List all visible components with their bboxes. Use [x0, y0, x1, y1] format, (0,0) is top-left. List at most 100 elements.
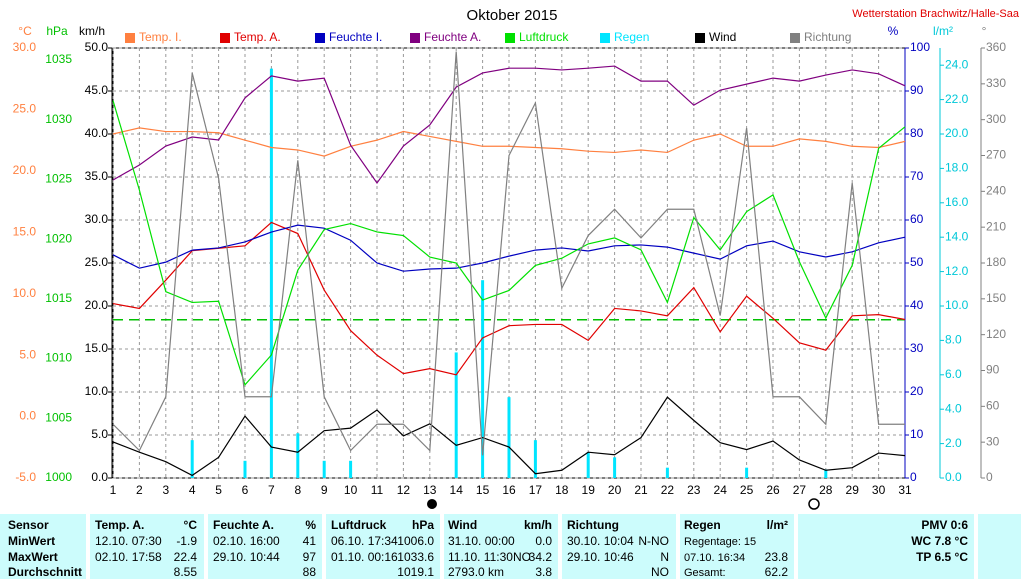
y-tick-label: 1000 [45, 470, 72, 484]
y-tick-label: 10.0 [85, 384, 109, 398]
table-header: l/m² [767, 518, 788, 532]
legend-swatch [505, 33, 515, 43]
y-tick-label: 15.0 [85, 341, 109, 355]
y-tick-label: 35.0 [85, 169, 109, 183]
table-cell: 1019.1 [397, 565, 434, 579]
x-tick-label: 12 [397, 483, 411, 497]
table-cell: 8.55 [174, 565, 198, 579]
rain-bar [269, 68, 273, 478]
table-cell: 02.10. 16:00 [213, 534, 280, 548]
x-tick-label: 19 [582, 483, 596, 497]
x-tick-label: 2 [136, 483, 143, 497]
rain-bar [586, 452, 590, 478]
table-cell: 22.4 [174, 550, 198, 564]
table-cell: 31.10. 00:00 [448, 534, 515, 548]
x-tick-label: 18 [555, 483, 569, 497]
y-tick-label: 2.0 [945, 436, 962, 450]
x-tick-label: 28 [819, 483, 833, 497]
y-tick-label: 60 [986, 399, 1000, 413]
table-cell: Regentage: 15 [684, 536, 756, 548]
y-tick-label: 12.0 [945, 264, 969, 278]
table-cell: 11.10. 11:30NO [448, 550, 531, 564]
x-tick-label: 10 [344, 483, 358, 497]
y-tick-label: 45.0 [85, 83, 109, 97]
y-tick-label: 360 [986, 40, 1006, 54]
y-tick-label: 1005 [45, 410, 72, 424]
y-tick-label: 25.0 [85, 255, 109, 269]
x-tick-label: 7 [268, 483, 275, 497]
table-header: PMV 0:6 [921, 518, 968, 532]
y-tick-label: 270 [986, 148, 1006, 162]
table-cell: 62.2 [765, 565, 789, 579]
table-cell: NO [651, 565, 669, 579]
rain-bar [296, 433, 300, 478]
table-header: Sensor [8, 518, 49, 532]
y-tick-label: 30 [986, 434, 1000, 448]
y-tick-label: 20.0 [85, 298, 109, 312]
y-tick-label: 40 [910, 298, 924, 312]
station-name: Wetterstation Brachwitz/Halle-Saa [852, 8, 1020, 20]
y-tick-label: 100 [910, 40, 930, 54]
table-cell: -1.9 [176, 534, 197, 548]
legend-label: Richtung [804, 30, 851, 44]
y-tick-label: 50 [910, 255, 924, 269]
y-tick-label: 0.0 [19, 409, 36, 423]
legend-label: Feuchte A. [424, 30, 481, 44]
legend-swatch [315, 33, 325, 43]
x-tick-label: 11 [371, 483, 384, 497]
table-header: Feuchte A. [213, 518, 274, 532]
y-tick-label: 24.0 [945, 57, 969, 71]
x-tick-label: 31 [898, 483, 912, 497]
x-tick-label: 15 [476, 483, 490, 497]
legend-swatch [410, 33, 420, 43]
moon-full [808, 498, 820, 510]
table-cell: 02.10. 17:58 [95, 550, 162, 564]
table-cell: WC 7.8 °C [911, 534, 968, 548]
axis-unit: ° [982, 24, 987, 38]
y-tick-label: 210 [986, 219, 1006, 233]
chart-title: Oktober 2015 [467, 7, 558, 24]
y-tick-label: 1025 [45, 172, 72, 186]
table-cell: 97 [303, 550, 317, 564]
axis-unit: °C [18, 24, 32, 38]
x-tick-label: 16 [502, 483, 516, 497]
rain-bar [745, 467, 749, 478]
y-tick-label: 30.0 [13, 40, 37, 54]
x-tick-label: 13 [423, 483, 437, 497]
x-tick-label: 17 [529, 483, 543, 497]
series-line [112, 51, 905, 456]
table-header: km/h [524, 518, 552, 532]
y-tick-label: 4.0 [945, 401, 962, 415]
series-line [112, 396, 906, 477]
table-cell: 34.2 [529, 550, 553, 564]
series-line [112, 100, 906, 387]
table-cell: 07.10. 16:34 [684, 552, 745, 564]
x-tick-label: 4 [189, 483, 196, 497]
table-header: Richtung [567, 518, 619, 532]
y-tick-label: 0 [910, 470, 917, 484]
x-tick-label: 26 [766, 483, 780, 497]
y-tick-label: 14.0 [945, 229, 969, 243]
y-tick-label: 40.0 [85, 126, 109, 140]
y-tick-label: 0.0 [945, 470, 962, 484]
y-tick-label: 1035 [45, 52, 72, 66]
table-cell: 01.10. 00:16 [331, 550, 398, 564]
y-tick-label: 25.0 [13, 102, 37, 116]
y-tick-label: 22.0 [945, 92, 969, 106]
x-tick-label: 23 [687, 483, 701, 497]
y-tick-label: 0.0 [91, 470, 108, 484]
table-cell: 1006.0 [397, 534, 434, 548]
table-cell: Gesamt: [684, 567, 726, 579]
table-header: Luftdruck [331, 518, 387, 532]
series-line [112, 127, 906, 157]
x-tick-label: 29 [846, 483, 860, 497]
table-background [0, 514, 1021, 579]
x-tick-label: 14 [450, 483, 464, 497]
y-tick-label: 120 [986, 327, 1006, 341]
y-tick-label: 16.0 [945, 195, 969, 209]
legend-label: Temp. A. [234, 30, 281, 44]
table-cell: MaxWert [8, 550, 58, 564]
y-tick-label: 50.0 [85, 40, 109, 54]
table-header: Regen [684, 518, 721, 532]
rain-bar [507, 397, 511, 478]
